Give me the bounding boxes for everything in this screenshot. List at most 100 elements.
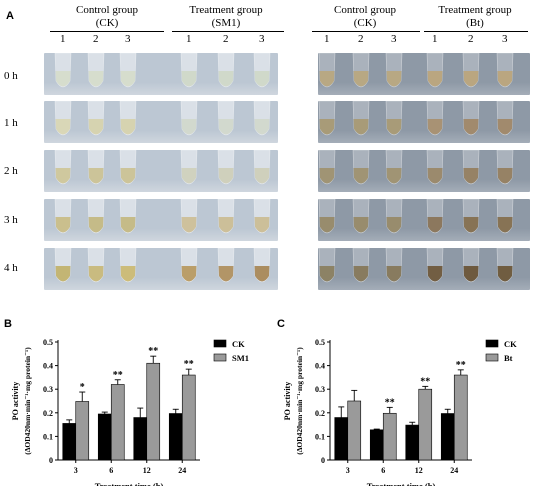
legend-label: CK: [504, 339, 517, 349]
x-axis-title: Treatment time (h): [367, 481, 436, 486]
tube-photo-left: [44, 53, 278, 95]
time-label: 3 h: [4, 214, 18, 226]
x-tick-label: 3: [74, 466, 78, 475]
tube: [425, 150, 445, 192]
legend-swatch-bt: [485, 353, 499, 362]
tube-photo-left: [44, 101, 278, 143]
tube: [351, 150, 371, 192]
bar-ck: [97, 413, 112, 461]
tube: [179, 101, 199, 143]
group-header-line2: (Bt): [466, 17, 484, 29]
tube: [86, 150, 106, 192]
y-tick-label: 0: [49, 456, 53, 465]
group-header-line1: Treatment group: [438, 4, 512, 16]
group-header-line2: (CK): [353, 17, 377, 29]
x-axis-title: Treatment time (h): [95, 481, 164, 486]
y-tick-label: 0.1: [43, 432, 53, 441]
tube: [86, 199, 106, 241]
bar-bt: [382, 412, 397, 461]
x-tick-label: 6: [109, 466, 113, 475]
time-label: 1 h: [4, 117, 18, 129]
tube: [495, 150, 515, 192]
tube: [495, 53, 515, 95]
tube: [425, 53, 445, 95]
group-header-line1: Treatment group: [189, 4, 263, 16]
tube-photo-left: [44, 248, 278, 290]
tube-index: 1: [60, 33, 66, 45]
tube-index: 2: [223, 33, 229, 45]
bar-bt: [418, 388, 433, 461]
bar-chart-c: 0 0.1 0.2 0.3 0.4 0.5 3 6 ** 12 ** 24 ** Treatment ti…: [283, 338, 517, 486]
y-axis-title: PO activity: [11, 382, 20, 420]
tube: [351, 53, 371, 95]
tube: [179, 199, 199, 241]
tube: [216, 150, 236, 192]
x-tick-label: 12: [415, 466, 423, 475]
tube: [318, 101, 337, 143]
x-tick-label: 6: [381, 466, 385, 475]
bar-bt: [347, 400, 362, 461]
tube: [118, 199, 138, 241]
tube-index: 1: [324, 33, 330, 45]
panel-a-label: A: [6, 10, 14, 22]
bar-sm1: [181, 374, 196, 461]
significance-mark: **: [148, 346, 158, 357]
tube-index: 2: [468, 33, 474, 45]
tube: [179, 248, 199, 290]
tube: [86, 101, 106, 143]
tube: [252, 53, 272, 95]
tube: [461, 53, 481, 95]
tube-index: 1: [186, 33, 192, 45]
tube-photo-right: [318, 101, 530, 143]
tube: [86, 53, 106, 95]
group-header-ck-right: Control group (CK): [310, 4, 420, 30]
legend-label: SM1: [232, 353, 249, 363]
tube-index: 1: [432, 33, 438, 45]
tube: [118, 248, 138, 290]
group-header-line1: Control group: [333, 4, 397, 16]
tube: [252, 248, 272, 290]
tube-index: 3: [125, 33, 131, 45]
panel-b-label: B: [4, 318, 12, 330]
tube: [318, 150, 337, 192]
significance-mark: **: [420, 376, 430, 387]
group-header-line2: (CK): [95, 17, 119, 29]
tube: [53, 53, 73, 95]
time-label: 0 h: [4, 70, 18, 82]
bar-sm1: [110, 384, 125, 461]
y-axis-subtitle: (ΔOD420nm·min⁻¹·mg protein⁻¹): [23, 347, 32, 455]
tube-photo-left: [44, 199, 278, 241]
time-label: 4 h: [4, 262, 18, 274]
y-tick-label: 0.1: [315, 432, 325, 441]
bar-ck: [168, 413, 183, 461]
bar-sm1: [146, 362, 161, 461]
significance-mark: **: [184, 359, 194, 370]
y-tick-label: 0.4: [43, 362, 53, 371]
tube: [86, 248, 106, 290]
group-rule: [424, 31, 528, 32]
tube-index: 3: [259, 33, 265, 45]
tube: [384, 150, 404, 192]
group-header-line2: (SM1): [211, 17, 241, 29]
tube: [252, 199, 272, 241]
x-tick-label: 24: [450, 466, 458, 475]
tube: [425, 248, 445, 290]
tube: [179, 53, 199, 95]
tube: [216, 53, 236, 95]
y-axis-title: PO activity: [283, 382, 292, 420]
y-tick-label: 0.5: [43, 338, 53, 347]
tube-index: 2: [358, 33, 364, 45]
tube-photo-right: [318, 53, 530, 95]
x-tick-label: 24: [178, 466, 186, 475]
y-tick-label: 0: [321, 456, 325, 465]
tube-photo-left: [44, 150, 278, 192]
y-tick-label: 0.3: [43, 385, 53, 394]
tube: [53, 248, 73, 290]
bar-ck: [62, 423, 77, 461]
y-tick-label: 0.3: [315, 385, 325, 394]
legend-label: Bt: [504, 353, 513, 363]
y-tick-label: 0.4: [315, 362, 325, 371]
tube: [384, 53, 404, 95]
tube: [118, 150, 138, 192]
tube: [118, 53, 138, 95]
